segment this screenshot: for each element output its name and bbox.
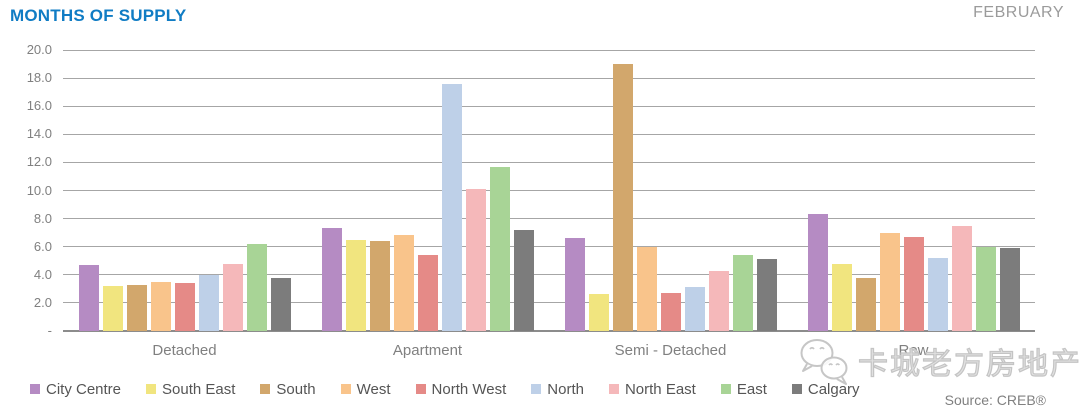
- y-axis-tick-label: 12.0: [26, 154, 52, 170]
- y-axis-tick-label: 10.0: [26, 182, 52, 198]
- page-title: MONTHS OF SUPPLY: [10, 6, 187, 25]
- x-axis-category-label: Apartment: [392, 342, 463, 359]
- legend-item-south-east: South East: [146, 381, 235, 398]
- y-axis-tick-label: 2.0: [33, 294, 52, 310]
- legend-label: North West: [431, 380, 507, 398]
- bar-east: [975, 246, 996, 331]
- bar-north-east: [222, 263, 243, 331]
- legend-swatch: [720, 384, 731, 394]
- legend-swatch: [791, 384, 802, 394]
- bar-east: [246, 243, 267, 331]
- bar-north-west: [903, 236, 924, 331]
- bar-city-centre: [564, 238, 585, 331]
- bar-north-east: [708, 270, 729, 331]
- legend-item-city-centre: City Centre: [30, 381, 121, 398]
- bar-west: [393, 235, 414, 331]
- bar-west: [636, 246, 657, 331]
- x-axis-line: [63, 330, 1035, 332]
- legend-swatch: [340, 384, 351, 394]
- legend-item-south: South: [260, 380, 316, 398]
- bar-north-west: [660, 293, 681, 331]
- bar-north-east: [465, 189, 486, 331]
- bar-calgary: [999, 248, 1020, 331]
- y-axis-tick-label: 18.0: [26, 70, 52, 86]
- bar-east: [732, 255, 753, 331]
- bar-north: [441, 83, 462, 331]
- legend-label: South East: [162, 380, 236, 398]
- bar-south: [612, 64, 633, 331]
- gridline: [63, 161, 1035, 163]
- bar-group-detached: [63, 50, 306, 331]
- bar-north-west: [417, 255, 438, 331]
- legend-item-calgary: Calgary: [791, 380, 860, 398]
- legend-swatch: [146, 384, 157, 394]
- gridline: [63, 274, 1035, 276]
- legend-item-west: West: [340, 380, 391, 398]
- period-label: FEBRUARY: [973, 4, 1064, 21]
- gridline: [63, 302, 1035, 304]
- x-axis-category-label: Semi - Detached: [614, 342, 727, 359]
- bar-city-centre: [807, 214, 828, 331]
- gridline: [63, 49, 1035, 51]
- gridline: [63, 105, 1035, 107]
- bar-north-east: [951, 225, 972, 331]
- legend-item-north-west: North West: [415, 380, 507, 398]
- bar-calgary: [756, 259, 777, 331]
- bar-north: [684, 287, 705, 331]
- bar-south: [126, 284, 147, 331]
- gridline: [63, 133, 1035, 135]
- bar-calgary: [513, 229, 534, 331]
- bar-south: [369, 241, 390, 331]
- y-axis-tick-label: 20.0: [26, 42, 52, 57]
- gridline: [63, 190, 1035, 191]
- bar-group-row: [792, 50, 1035, 331]
- bar-south-east: [588, 294, 609, 331]
- bar-north: [198, 274, 219, 331]
- bar-south-east: [102, 286, 123, 331]
- x-axis-category-label: Row: [898, 342, 929, 359]
- legend-label: North: [547, 380, 584, 398]
- bar-west: [879, 232, 900, 331]
- gridline: [63, 77, 1035, 79]
- legend-label: West: [356, 380, 391, 398]
- gridline: [63, 246, 1035, 248]
- bar-south-east: [345, 239, 366, 331]
- bar-west: [150, 281, 171, 331]
- legend-item-east: East: [720, 380, 767, 398]
- bar-north-west: [174, 283, 195, 331]
- legend-label: East: [736, 380, 767, 398]
- legend-swatch: [260, 384, 271, 394]
- legend-label: North East: [624, 380, 696, 398]
- legend-item-north: North: [531, 381, 584, 398]
- legend-label: South: [276, 380, 316, 398]
- source-label: Source: CREB®: [944, 392, 1046, 408]
- legend-item-north-east: North East: [608, 380, 696, 398]
- x-axis-category-label: Detached: [152, 342, 217, 359]
- legend-label: City Centre: [46, 380, 122, 398]
- chart-legend: City Centre South East South West North West…: [30, 378, 860, 400]
- bar-east: [489, 166, 510, 331]
- y-axis-tick-label: 8.0: [33, 210, 52, 226]
- gridline: [63, 218, 1035, 220]
- legend-swatch: [415, 384, 426, 394]
- bar-city-centre: [78, 264, 99, 331]
- y-axis-tick-label: 14.0: [26, 126, 52, 142]
- bar-group-apartment: [306, 50, 549, 331]
- y-axis-tick-label: 16.0: [26, 98, 52, 114]
- bar-group-semi-detached: [549, 50, 792, 331]
- legend-swatch: [608, 384, 619, 394]
- bar-north: [927, 257, 948, 331]
- bar-city-centre: [321, 228, 342, 331]
- legend-swatch: [531, 384, 542, 394]
- y-axis-tick-label: 4.0: [33, 266, 52, 282]
- y-axis-tick-label: 6.0: [33, 238, 52, 254]
- bar-south-east: [831, 263, 852, 331]
- bar-calgary: [270, 277, 291, 331]
- legend-swatch: [30, 384, 40, 394]
- bar-south: [855, 277, 876, 331]
- y-axis-tick-label: -: [47, 323, 52, 338]
- legend-label: Calgary: [807, 380, 860, 398]
